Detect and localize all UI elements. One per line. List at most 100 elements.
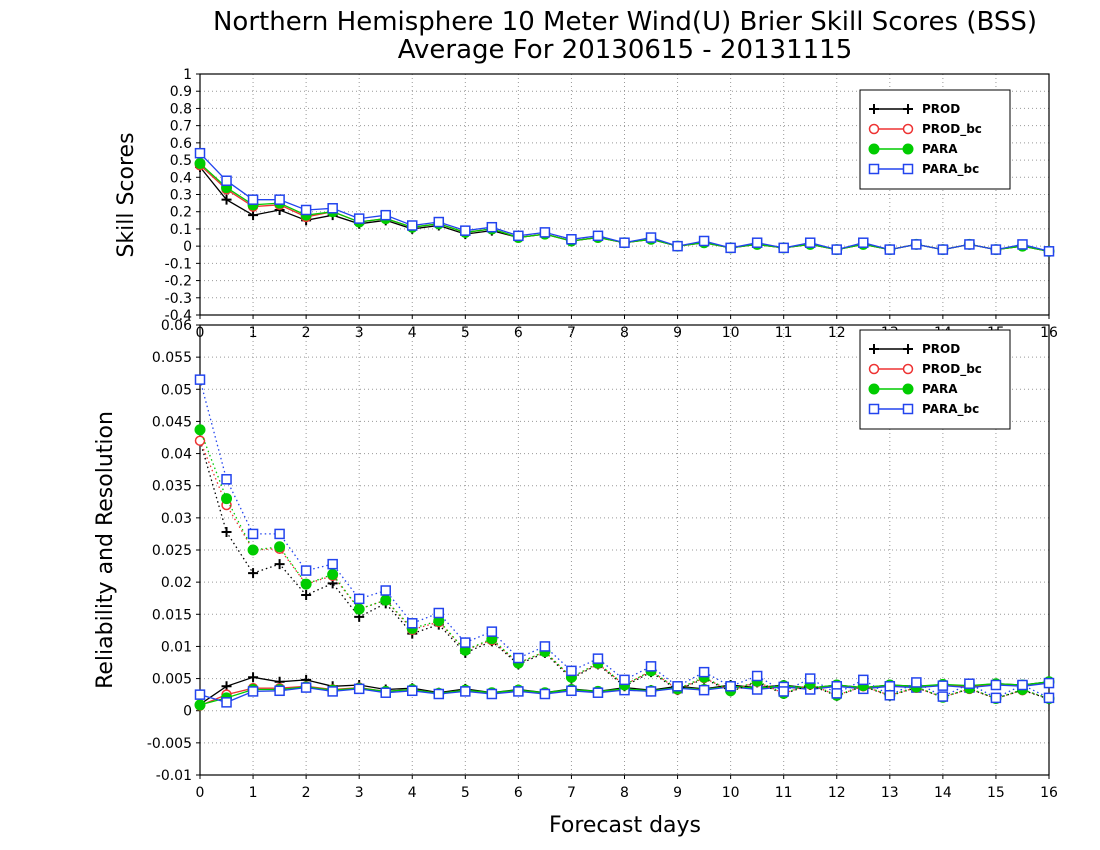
data-point-prod	[221, 527, 232, 537]
data-point-para-bc	[274, 194, 285, 205]
data-point-para-bc	[619, 674, 630, 686]
data-point-para-bc	[751, 670, 763, 682]
data-point-para-bc	[858, 237, 869, 248]
x-tick-label: 1	[249, 785, 258, 801]
data-point-para	[327, 568, 339, 580]
y-tick-label: 0.04	[161, 447, 192, 463]
data-point-para-bc	[433, 688, 445, 700]
y-tick-label: 0	[183, 239, 192, 255]
data-point-para-bc	[645, 686, 657, 697]
x-tick-label: 4	[408, 785, 417, 801]
data-point-para-bc	[911, 239, 922, 250]
legend-entry-prod-bc: PROD_bc	[868, 122, 982, 137]
data-point-para-bc	[698, 684, 710, 696]
data-point-para-bc	[778, 686, 789, 697]
data-point-para-bc	[937, 244, 949, 255]
data-point-para	[380, 594, 392, 606]
legend-marker	[902, 363, 914, 375]
legend-label: PARA_bc	[922, 402, 979, 417]
x-tick-label: 8	[620, 785, 629, 801]
legend-entry-para: PARA	[868, 142, 958, 156]
data-point-para-bc	[513, 686, 524, 697]
data-point-para-bc	[831, 244, 842, 255]
data-point-para-bc	[725, 681, 736, 692]
data-point-para-bc	[964, 678, 975, 689]
legend-entry-prod: PROD	[869, 342, 960, 356]
y-tick-label: 1	[183, 67, 192, 83]
x-tick-label: 10	[722, 785, 740, 801]
data-point-para-bc	[300, 565, 312, 576]
data-point-para-bc	[194, 689, 206, 700]
data-point-para-bc	[566, 665, 577, 677]
data-point-para-bc	[990, 692, 1002, 704]
legend-marker	[869, 344, 879, 354]
data-point-para-bc	[751, 237, 763, 248]
data-point-para	[194, 158, 206, 170]
series-para-bc-dotted	[194, 374, 1055, 704]
data-point-para-bc	[672, 681, 683, 692]
data-point-para-bc	[353, 593, 365, 605]
chart-title-line2: Average For 20130615 - 20131115	[398, 35, 853, 65]
legend-label: PROD_bc	[922, 122, 982, 137]
x-tick-label: 6	[514, 785, 523, 801]
x-tick-label: 13	[881, 785, 899, 801]
x-tick-label: 14	[934, 785, 952, 801]
legend-label: PARA_bc	[922, 162, 979, 177]
data-point-para-bc	[327, 558, 338, 570]
data-point-para-bc	[380, 687, 391, 698]
data-point-para-bc	[990, 679, 1002, 691]
y-tick-label: 0.06	[161, 318, 192, 334]
data-point-para-bc	[221, 697, 232, 708]
legend-label: PROD_bc	[922, 362, 982, 377]
legend-marker	[902, 383, 914, 395]
data-point-para-bc	[194, 374, 206, 385]
legend-marker	[868, 143, 880, 155]
y-tick-label: -0.4	[165, 308, 192, 324]
data-point-para-bc	[592, 653, 604, 664]
data-point-para-bc	[327, 203, 338, 214]
legend-entry-para: PARA	[868, 382, 958, 396]
y-tick-label: 0.01	[161, 639, 192, 655]
data-point-prod	[301, 590, 312, 600]
data-point-para-bc	[990, 244, 1002, 255]
x-tick-label: 15	[987, 785, 1005, 801]
data-point-para-bc	[698, 235, 710, 247]
legend: PROD PROD_bc PARA PARA_bc	[859, 329, 1011, 430]
legend-label: PROD	[922, 342, 960, 356]
data-point-para	[221, 493, 233, 505]
data-point-para-bc	[804, 673, 816, 684]
data-point-para-bc	[486, 626, 498, 637]
data-point-para-bc	[1017, 239, 1028, 250]
data-point-para	[247, 544, 259, 556]
x-tick-label: 12	[828, 785, 846, 801]
y-tick-label: 0.015	[152, 607, 192, 623]
data-point-para-bc	[274, 685, 285, 697]
data-point-para-bc	[672, 240, 683, 252]
data-point-para-bc	[1043, 692, 1055, 704]
x-tick-label: 5	[461, 785, 470, 801]
data-point-para-bc	[645, 232, 657, 243]
y-tick-label: 0.8	[170, 101, 192, 117]
data-point-prod	[221, 194, 232, 205]
data-point-para-bc	[327, 686, 338, 697]
x-tick-label: 0	[196, 785, 205, 801]
legend-entry-para-bc: PARA_bc	[868, 162, 979, 177]
y-tick-label: 0.03	[161, 511, 192, 527]
legend-box	[859, 329, 1011, 430]
data-point-para-bc	[804, 237, 816, 248]
legend-entry-para-bc: PARA_bc	[868, 402, 979, 417]
x-tick-label: 7	[567, 785, 576, 801]
skill-scores-panel: -0.4-0.3-0.2 -0.100.10.20.3 0.40.50.60.7 0.…	[165, 67, 1058, 341]
legend-marker	[903, 104, 913, 114]
legend-label: PARA	[922, 382, 958, 396]
y-tick-label: -0.2	[165, 274, 192, 290]
y-tick-label: 0.055	[152, 350, 192, 366]
legend-marker	[868, 403, 880, 415]
data-point-para-bc	[831, 688, 842, 699]
y-tick-label: 0	[183, 704, 192, 720]
data-point-para-bc	[194, 147, 206, 159]
data-point-para-bc	[592, 230, 604, 242]
data-point-prod-bc	[194, 435, 206, 446]
data-point-para-bc	[407, 618, 418, 629]
